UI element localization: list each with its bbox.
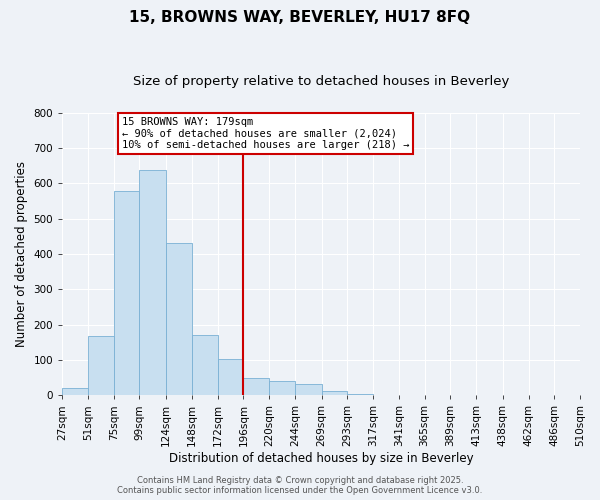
Bar [322, 391, 347, 396]
Bar [62, 388, 88, 396]
Bar [244, 378, 269, 396]
Text: Contains HM Land Registry data © Crown copyright and database right 2025.
Contai: Contains HM Land Registry data © Crown c… [118, 476, 482, 495]
Bar [139, 170, 166, 396]
Bar [166, 244, 192, 396]
Bar [295, 384, 322, 396]
Text: 15 BROWNS WAY: 179sqm
← 90% of detached houses are smaller (2,024)
10% of semi-d: 15 BROWNS WAY: 179sqm ← 90% of detached … [122, 117, 409, 150]
X-axis label: Distribution of detached houses by size in Beverley: Distribution of detached houses by size … [169, 452, 473, 465]
Bar [269, 381, 295, 396]
Y-axis label: Number of detached properties: Number of detached properties [15, 161, 28, 347]
Bar [113, 191, 139, 396]
Bar [88, 336, 113, 396]
Title: Size of property relative to detached houses in Beverley: Size of property relative to detached ho… [133, 75, 509, 88]
Bar [347, 394, 373, 396]
Text: 15, BROWNS WAY, BEVERLEY, HU17 8FQ: 15, BROWNS WAY, BEVERLEY, HU17 8FQ [130, 10, 470, 25]
Bar [218, 360, 244, 396]
Bar [373, 394, 399, 396]
Bar [192, 336, 218, 396]
